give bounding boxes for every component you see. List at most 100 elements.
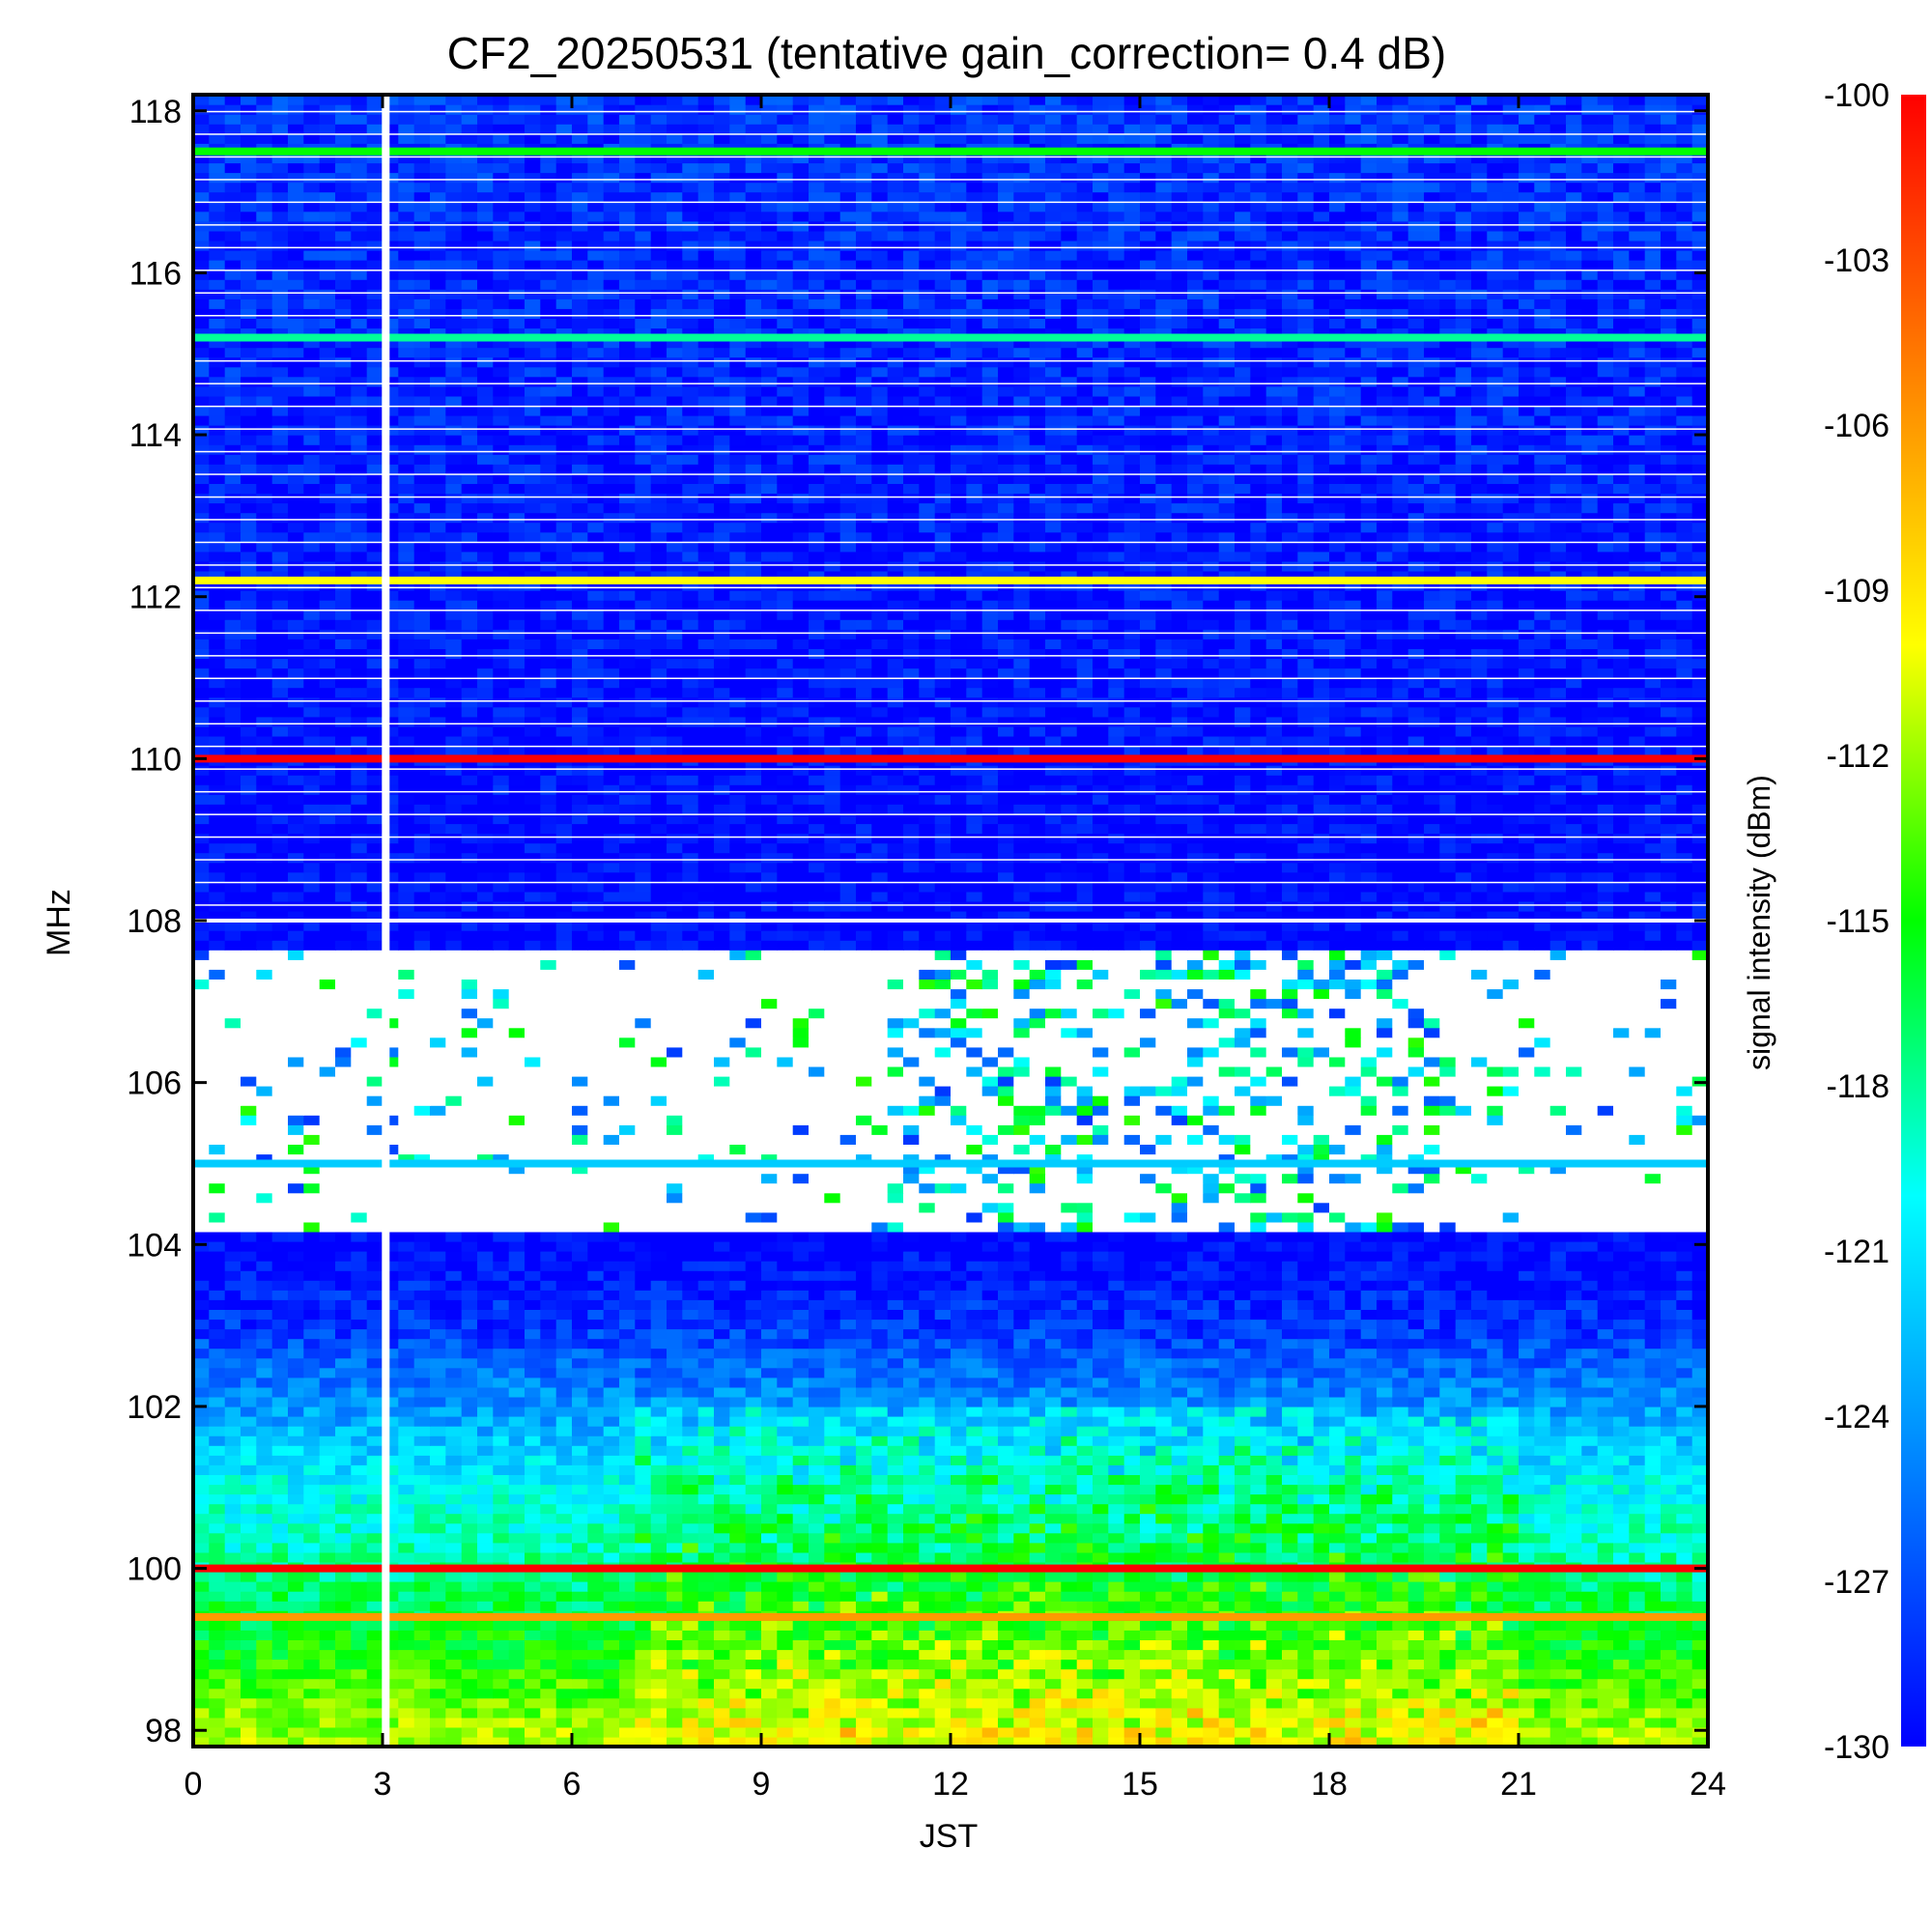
heatmap-cell [1644,1328,1662,1340]
heatmap-cell [288,1493,304,1505]
heatmap-cell [809,1503,825,1515]
heatmap-cell [1045,1736,1062,1747]
heatmap-cell [351,1377,368,1388]
heatmap-cell [777,1348,794,1359]
heatmap-cell [887,1280,904,1291]
heatmap-cell [951,1416,967,1427]
heatmap-cell [903,1261,920,1271]
heatmap-cell [1519,1464,1535,1475]
heatmap-cell [1613,1319,1630,1330]
heatmap-cell [1171,1396,1188,1407]
heatmap-cell [1455,1736,1472,1747]
heatmap-cell [1013,1591,1031,1602]
heatmap-cell [398,1630,415,1640]
heatmap-cell [193,1319,210,1330]
heatmap-cell [508,1328,526,1340]
heatmap-cell [1282,1493,1298,1505]
heatmap-cell [1265,1474,1283,1486]
heatmap-cell [667,1571,683,1582]
heatmap-cell [1218,1348,1236,1359]
heatmap-cell [635,1726,652,1738]
heatmap-cell [445,1542,463,1553]
heatmap-cell [1549,1513,1567,1524]
heatmap-cell [1329,1484,1346,1495]
heatmap-cell [951,1668,967,1680]
heatmap-cell [1045,1707,1062,1719]
heatmap-cell [1061,1357,1078,1369]
heatmap-cell [413,1426,431,1436]
heatmap-cell [1235,1474,1251,1486]
heatmap-cell [445,1280,463,1291]
heatmap-cell [934,1348,952,1359]
heatmap-cell [1123,1678,1141,1690]
heatmap-cell [1093,1678,1109,1690]
heatmap-cell [919,1532,936,1544]
heatmap-cell [966,1270,983,1281]
heatmap-cell [1424,1717,1440,1728]
heatmap-cell [682,1474,699,1486]
heatmap-cell [1218,1445,1236,1456]
heatmap-cell [1250,1357,1267,1369]
heatmap-cell [224,1319,242,1330]
heatmap-cell [493,1668,510,1680]
heatmap-cell [1377,1357,1393,1369]
heatmap-cell [1502,1406,1520,1417]
heatmap-cell [1187,1299,1204,1310]
heatmap-cell [1377,1338,1393,1350]
heatmap-cell [351,1484,368,1495]
heatmap-cell [650,1290,668,1300]
heatmap-cell [998,1338,1014,1350]
heatmap-cell [1644,1416,1662,1427]
heatmap-cell [587,1522,605,1534]
heatmap-cell [1691,1406,1709,1417]
heatmap-cell [1629,1620,1646,1631]
heatmap-cell [682,1426,699,1436]
heatmap-cell [839,1503,857,1515]
heatmap-cell [508,1493,526,1505]
heatmap-cell [1187,1620,1204,1631]
heatmap-cell [697,1513,715,1524]
heatmap-cell [729,1620,747,1631]
heatmap-cell [1487,1688,1504,1699]
heatmap-cell [1597,1484,1614,1495]
heatmap-cell [1265,1591,1283,1602]
heatmap-cell [1235,1513,1251,1524]
heatmap-cell [745,1581,762,1592]
heatmap-cell [966,1240,983,1252]
heatmap-cell [1155,1455,1173,1465]
heatmap-cell [650,1280,668,1291]
heatmap-cell [1549,1581,1567,1592]
heatmap-cell [1629,1630,1646,1640]
heatmap-cell [303,1493,321,1505]
heatmap-cell [1676,1290,1693,1300]
heatmap-cell [351,1726,368,1738]
heatmap-cell [1203,1416,1220,1427]
heatmap-cell [493,1280,510,1291]
heatmap-cell [792,1513,810,1524]
heatmap-cell [824,1551,841,1563]
heatmap-cell [697,1338,715,1350]
heatmap-cell [1597,1551,1614,1563]
heatmap-cell [619,1435,636,1446]
heatmap-cell [1534,1649,1551,1661]
heatmap-cell [1297,1319,1315,1330]
heatmap-cell [288,1270,304,1281]
heatmap-cell [303,1299,321,1310]
heatmap-cell [650,1678,668,1690]
heatmap-cell [998,1367,1014,1378]
heatmap-cell [1297,1571,1315,1582]
heatmap-cell [809,1377,825,1388]
heatmap-cell [1407,1386,1425,1398]
heatmap-cell [209,1601,226,1611]
heatmap-cell [413,1455,431,1465]
heatmap-cell [477,1357,494,1369]
heatmap-cell [1029,1426,1046,1436]
heatmap-cell [635,1435,652,1446]
heatmap-cell [1029,1435,1046,1446]
heatmap-cell [682,1367,699,1378]
heatmap-cell [1676,1630,1693,1640]
heatmap-cell [319,1630,336,1640]
heatmap-cell [714,1591,730,1602]
heatmap-cell [1676,1261,1693,1271]
heatmap-cell [919,1445,936,1456]
